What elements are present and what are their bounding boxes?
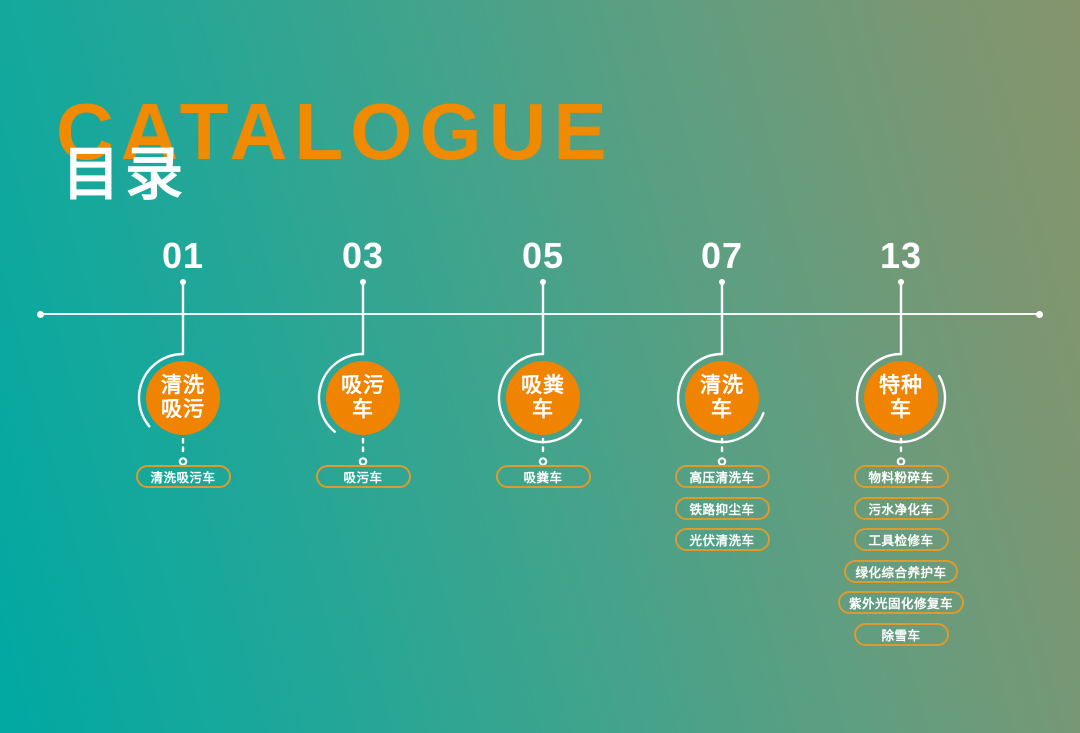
category-label-line: 清洗 bbox=[161, 374, 205, 398]
category-label-line: 车 bbox=[352, 398, 374, 421]
catalogue-section-03: 03 吸污 车 吸污车 bbox=[273, 236, 453, 656]
item-list: 物料粉碎车 污水净化车 工具检修车 绿化综合养护车 紫外光固化修复车 除雪车 bbox=[811, 465, 991, 646]
category-label-line: 吸污 bbox=[161, 398, 205, 421]
connector-graphic bbox=[676, 279, 765, 466]
timeline-end-dot bbox=[1036, 310, 1043, 318]
page-title-chinese: 目录 bbox=[62, 142, 189, 207]
item-pill[interactable]: 除雪车 bbox=[853, 622, 949, 646]
circle-arc bbox=[497, 352, 583, 444]
item-pill[interactable]: 吸污车 bbox=[315, 465, 411, 488]
category-label-line: 清洗 bbox=[700, 374, 744, 398]
category-label[interactable]: 吸粪 车 bbox=[506, 361, 580, 435]
item-pill[interactable]: 吸粪车 bbox=[495, 465, 591, 488]
connector-end-ring bbox=[178, 457, 188, 466]
connector-graphic bbox=[317, 279, 400, 466]
category-label-line: 特种 bbox=[879, 374, 923, 398]
item-pill[interactable]: 绿化综合养护车 bbox=[844, 559, 958, 583]
page-number[interactable]: 05 bbox=[521, 235, 565, 276]
category-label-line: 车 bbox=[890, 398, 912, 421]
item-pill[interactable]: 高压清洗车 bbox=[674, 465, 770, 488]
circle-arc bbox=[676, 352, 765, 444]
item-pill[interactable]: 光伏清洗车 bbox=[674, 528, 770, 551]
category-circle[interactable] bbox=[326, 361, 400, 435]
item-pill[interactable]: 物料粉碎车 bbox=[853, 465, 949, 488]
catalogue-section-13: 13 特种 车 物料粉碎车 污水净化车 工具检修车 绿化综合养护车 紫外光固化修… bbox=[811, 236, 991, 656]
catalogue-section-01: 01 清洗 吸污 清洗吸污车 bbox=[93, 236, 273, 656]
page-number[interactable]: 07 bbox=[700, 235, 744, 276]
connector-end-ring bbox=[717, 457, 727, 466]
category-label-line: 吸粪 bbox=[521, 374, 565, 398]
item-list: 高压清洗车 铁路抑尘车 光伏清洗车 bbox=[632, 465, 812, 551]
timeline-start-dot bbox=[37, 310, 44, 318]
circle-arc bbox=[317, 352, 365, 433]
connector-end-ring bbox=[896, 457, 906, 466]
connector-graphic bbox=[137, 279, 220, 466]
item-list: 清洗吸污车 bbox=[93, 465, 273, 488]
connector-graphic bbox=[855, 279, 947, 466]
connector-graphic bbox=[497, 279, 583, 466]
timeline-axis bbox=[40, 313, 1040, 315]
page-number[interactable]: 03 bbox=[341, 235, 385, 276]
circle-arc bbox=[137, 352, 185, 428]
page-number[interactable]: 01 bbox=[161, 235, 205, 276]
category-label[interactable]: 清洗 吸污 bbox=[146, 361, 220, 435]
catalogue-section-05: 05 吸粪 车 吸粪车 bbox=[453, 236, 633, 656]
circle-arc bbox=[855, 352, 947, 444]
item-pill[interactable]: 清洗吸污车 bbox=[135, 465, 231, 488]
connector-end-ring bbox=[358, 457, 368, 466]
item-list: 吸污车 bbox=[273, 465, 453, 488]
category-circle[interactable] bbox=[864, 361, 938, 435]
category-label-line: 车 bbox=[711, 398, 733, 421]
item-pill[interactable]: 铁路抑尘车 bbox=[674, 496, 770, 520]
catalogue-section-07: 07 清洗 车 高压清洗车 铁路抑尘车 光伏清洗车 bbox=[632, 236, 812, 656]
category-circle[interactable] bbox=[506, 361, 580, 435]
item-pill[interactable]: 紫外光固化修复车 bbox=[837, 591, 964, 614]
category-label-line: 车 bbox=[532, 398, 554, 421]
item-pill[interactable]: 工具检修车 bbox=[853, 528, 949, 551]
item-pill[interactable]: 污水净化车 bbox=[853, 496, 949, 520]
item-list: 吸粪车 bbox=[453, 465, 633, 488]
category-label[interactable]: 特种 车 bbox=[864, 361, 938, 435]
page-number[interactable]: 13 bbox=[879, 235, 923, 276]
category-circle[interactable] bbox=[685, 361, 759, 435]
category-label[interactable]: 清洗 车 bbox=[685, 361, 759, 435]
category-label[interactable]: 吸污 车 bbox=[326, 361, 400, 435]
page-title-english: CATALOGUE bbox=[56, 87, 614, 176]
category-circle[interactable] bbox=[146, 361, 220, 435]
category-label-line: 吸污 bbox=[341, 374, 385, 398]
connector-end-ring bbox=[538, 457, 548, 466]
